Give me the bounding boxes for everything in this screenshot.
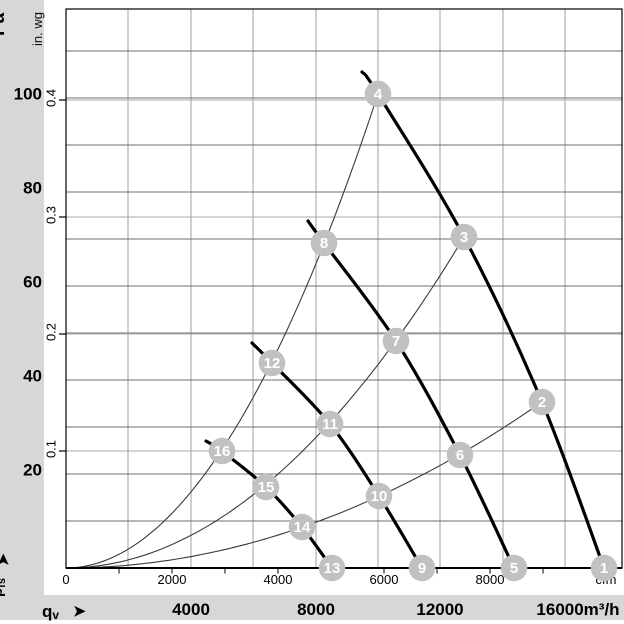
- operating-point-12: [258, 349, 286, 377]
- operating-point-15: [252, 473, 280, 501]
- operating-point-label-5: 5: [510, 560, 518, 577]
- operating-point-8: [310, 229, 338, 257]
- operating-point-label-7: 7: [392, 333, 400, 350]
- left-margin-panel: [0, 0, 44, 620]
- operating-point-label-3: 3: [460, 229, 468, 246]
- pressure-unit-pa-label: Pa: [0, 12, 9, 36]
- pressure-axis-label: pfs: [0, 578, 8, 597]
- operating-point-2: [528, 388, 556, 416]
- operating-point-label-11: 11: [322, 416, 338, 433]
- pressure-axis-arrow-icon: ➤: [0, 553, 12, 566]
- m3h-tick-label: 4000: [172, 600, 210, 619]
- operating-point-4: [364, 80, 392, 108]
- cfm-tick-label: 0: [62, 572, 69, 587]
- flow-axis-arrow-icon: ➤: [73, 603, 86, 620]
- operating-point-5: [500, 554, 528, 582]
- operating-point-label-12: 12: [264, 355, 281, 372]
- operating-point-3: [450, 223, 478, 251]
- pa-tick-label: 80: [23, 178, 42, 197]
- operating-point-label-14: 14: [294, 519, 311, 536]
- cfm-tick-label: 8000: [476, 572, 505, 587]
- operating-point-label-15: 15: [258, 479, 275, 496]
- inwg-tick-label: 0.1: [43, 440, 58, 458]
- bottom-margin-panel: [0, 595, 624, 620]
- operating-point-1: [590, 554, 618, 582]
- operating-point-label-9: 9: [418, 560, 426, 577]
- qv-symbol: q: [42, 602, 53, 621]
- operating-point-6: [446, 441, 474, 469]
- operating-point-label-13: 13: [324, 560, 341, 577]
- pa-tick-label: 40: [23, 366, 42, 385]
- operating-point-14: [288, 513, 316, 541]
- operating-point-label-2: 2: [538, 394, 546, 411]
- cfm-tick-label: 6000: [370, 572, 399, 587]
- flow-axis-label: q v ➤: [42, 598, 86, 622]
- pa-tick-label: 20: [23, 460, 42, 479]
- cfm-tick-label: 4000: [264, 572, 293, 587]
- operating-point-label-10: 10: [371, 488, 388, 505]
- m3h-tick-label: 8000: [297, 600, 335, 619]
- operating-point-label-4: 4: [374, 86, 383, 103]
- operating-point-label-8: 8: [320, 235, 328, 252]
- operating-point-16: [208, 437, 236, 465]
- cfm-tick-label: 2000: [158, 572, 187, 587]
- operating-point-11: [316, 410, 344, 438]
- inwg-tick-label: 0.4: [43, 89, 58, 107]
- inwg-tick-label: 0.2: [43, 323, 58, 341]
- operating-point-13: [318, 554, 346, 582]
- operating-point-9: [408, 554, 436, 582]
- pressure-unit-inwg-label: in. wg: [30, 12, 45, 46]
- pfs-subscript: fs: [0, 578, 8, 588]
- operating-point-label-1: 1: [600, 560, 608, 577]
- pa-tick-label: 100: [14, 84, 42, 103]
- qv-subscript: v: [52, 608, 60, 622]
- operating-point-7: [382, 327, 410, 355]
- operating-point-label-16: 16: [214, 443, 231, 460]
- operating-point-10: [365, 482, 393, 510]
- m3h-tick-label: 12000: [416, 600, 463, 619]
- operating-point-label-6: 6: [456, 447, 464, 464]
- plot-area: [66, 9, 622, 568]
- pa-tick-label: 60: [23, 272, 42, 291]
- m3h-tick-label: 16000m³/h: [536, 600, 619, 619]
- pfs-symbol: p: [0, 588, 6, 597]
- inwg-tick-label: 0.3: [43, 206, 58, 224]
